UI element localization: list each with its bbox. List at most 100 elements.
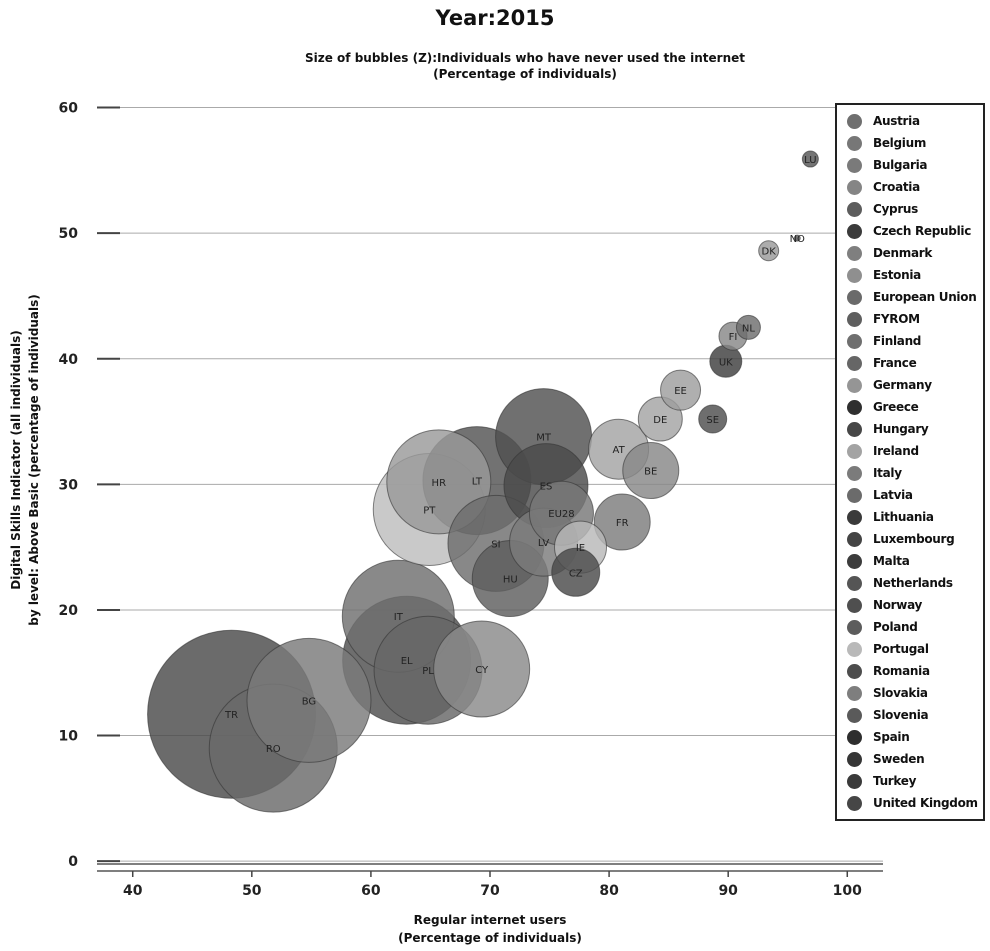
bubble-label-se: SE bbox=[706, 415, 719, 426]
legend-item: Croatia bbox=[837, 176, 983, 198]
bubble-label-fr: FR bbox=[616, 518, 629, 529]
legend-swatch bbox=[847, 179, 862, 195]
y-tick-label: 30 bbox=[59, 477, 79, 493]
legend-label: France bbox=[873, 356, 917, 370]
legend-item: Turkey bbox=[837, 770, 983, 792]
legend-label: Bulgaria bbox=[873, 158, 928, 172]
legend-swatch bbox=[847, 729, 862, 745]
legend-item: Hungary bbox=[837, 418, 983, 440]
legend-swatch bbox=[847, 245, 862, 261]
y-tick-label: 50 bbox=[59, 226, 79, 242]
legend-swatch bbox=[847, 267, 862, 283]
bubble-label-pl: PL bbox=[422, 666, 434, 677]
x-tick-label: 70 bbox=[480, 883, 500, 899]
legend-item: Lithuania bbox=[837, 506, 983, 528]
legend-swatch bbox=[847, 553, 862, 569]
legend-item: Cyprus bbox=[837, 198, 983, 220]
legend-item: Italy bbox=[837, 462, 983, 484]
bubble-no bbox=[793, 234, 801, 242]
bubble-label-es: ES bbox=[540, 482, 553, 493]
legend-label: Ireland bbox=[873, 444, 919, 458]
y-tick-label: 40 bbox=[59, 352, 79, 368]
legend-item: Denmark bbox=[837, 242, 983, 264]
x-tick-label: 80 bbox=[599, 883, 619, 899]
legend-swatch bbox=[847, 333, 862, 349]
bubble-fr bbox=[593, 493, 651, 551]
bubble-label-el: EL bbox=[401, 656, 413, 667]
legend-swatch bbox=[847, 751, 862, 767]
legend-item: Germany bbox=[837, 374, 983, 396]
legend-swatch bbox=[847, 487, 862, 503]
legend-label: Luxembourg bbox=[873, 532, 955, 546]
legend-label: Italy bbox=[873, 466, 902, 480]
legend-swatch bbox=[847, 135, 862, 151]
legend-item: Belgium bbox=[837, 132, 983, 154]
legend-label: Austria bbox=[873, 114, 920, 128]
legend-swatch bbox=[847, 113, 862, 129]
legend-label: Latvia bbox=[873, 488, 913, 502]
legend-swatch bbox=[847, 201, 862, 217]
legend-label: Estonia bbox=[873, 268, 921, 282]
legend-item: Luxembourg bbox=[837, 528, 983, 550]
legend-item: Netherlands bbox=[837, 572, 983, 594]
bubble-label-si: SI bbox=[491, 539, 500, 550]
bubble-se bbox=[698, 404, 728, 434]
bubble-label-uk: UK bbox=[719, 357, 733, 368]
legend-label: Belgium bbox=[873, 136, 927, 150]
bubble-label-mt: MT bbox=[536, 433, 552, 444]
y-tick-label: 0 bbox=[68, 854, 78, 870]
legend-label: Turkey bbox=[873, 774, 917, 788]
legend-item: Malta bbox=[837, 550, 983, 572]
legend-item: Estonia bbox=[837, 264, 983, 286]
legend-label: Greece bbox=[873, 400, 919, 414]
bubble-label-be: BE bbox=[644, 467, 657, 478]
legend-label: Portugal bbox=[873, 642, 929, 656]
chart-legend: Austria Belgium Bulgaria Croatia Cyprus Czech… bbox=[835, 103, 985, 821]
legend-swatch bbox=[847, 685, 862, 701]
bubble-label-lv: LV bbox=[538, 538, 549, 549]
bubble-be bbox=[622, 442, 680, 500]
x-tick-label: 90 bbox=[718, 883, 738, 899]
legend-label: Romania bbox=[873, 664, 930, 678]
legend-label: Croatia bbox=[873, 180, 920, 194]
legend-item: Slovenia bbox=[837, 704, 983, 726]
bubble-label-nl: NL bbox=[742, 323, 755, 334]
bubble-label-eu28: EU28 bbox=[548, 509, 574, 520]
bubble-label-tr: TR bbox=[224, 710, 238, 721]
bubble-label-lt: LT bbox=[472, 477, 483, 488]
legend-swatch bbox=[847, 157, 862, 173]
legend-item: Bulgaria bbox=[837, 154, 983, 176]
legend-label: European Union bbox=[873, 290, 977, 304]
legend-item: Czech Republic bbox=[837, 220, 983, 242]
legend-label: Finland bbox=[873, 334, 922, 348]
legend-swatch bbox=[847, 707, 862, 723]
bubble-nl bbox=[735, 314, 761, 340]
legend-label: United Kingdom bbox=[873, 796, 978, 810]
bubble-dk bbox=[758, 240, 780, 262]
legend-item: Greece bbox=[837, 396, 983, 418]
legend-swatch bbox=[847, 619, 862, 635]
legend-item: Spain bbox=[837, 726, 983, 748]
legend-item: France bbox=[837, 352, 983, 374]
bubble-label-ee: EE bbox=[674, 386, 687, 397]
legend-swatch bbox=[847, 597, 862, 613]
legend-item: Latvia bbox=[837, 484, 983, 506]
legend-item: Norway bbox=[837, 594, 983, 616]
bubble-label-ie: IE bbox=[576, 543, 585, 554]
legend-label: FYROM bbox=[873, 312, 920, 326]
chart-subtitle: Size of bubbles (Z):Individuals who have… bbox=[200, 50, 850, 82]
bubble-label-ro: RO bbox=[266, 744, 281, 755]
bubble-ee bbox=[660, 369, 702, 411]
subtitle-line-1: Size of bubbles (Z):Individuals who have… bbox=[305, 51, 745, 65]
legend-swatch bbox=[847, 531, 862, 547]
bubble-label-de: DE bbox=[653, 415, 667, 426]
legend-label: Netherlands bbox=[873, 576, 953, 590]
legend-swatch bbox=[847, 289, 862, 305]
legend-swatch bbox=[847, 443, 862, 459]
legend-swatch bbox=[847, 773, 862, 789]
x-tick-label: 60 bbox=[361, 883, 381, 899]
bubble-label-bg: BG bbox=[302, 696, 316, 707]
legend-label: Spain bbox=[873, 730, 910, 744]
legend-label: Poland bbox=[873, 620, 918, 634]
bubble-label-pt: PT bbox=[423, 505, 436, 516]
